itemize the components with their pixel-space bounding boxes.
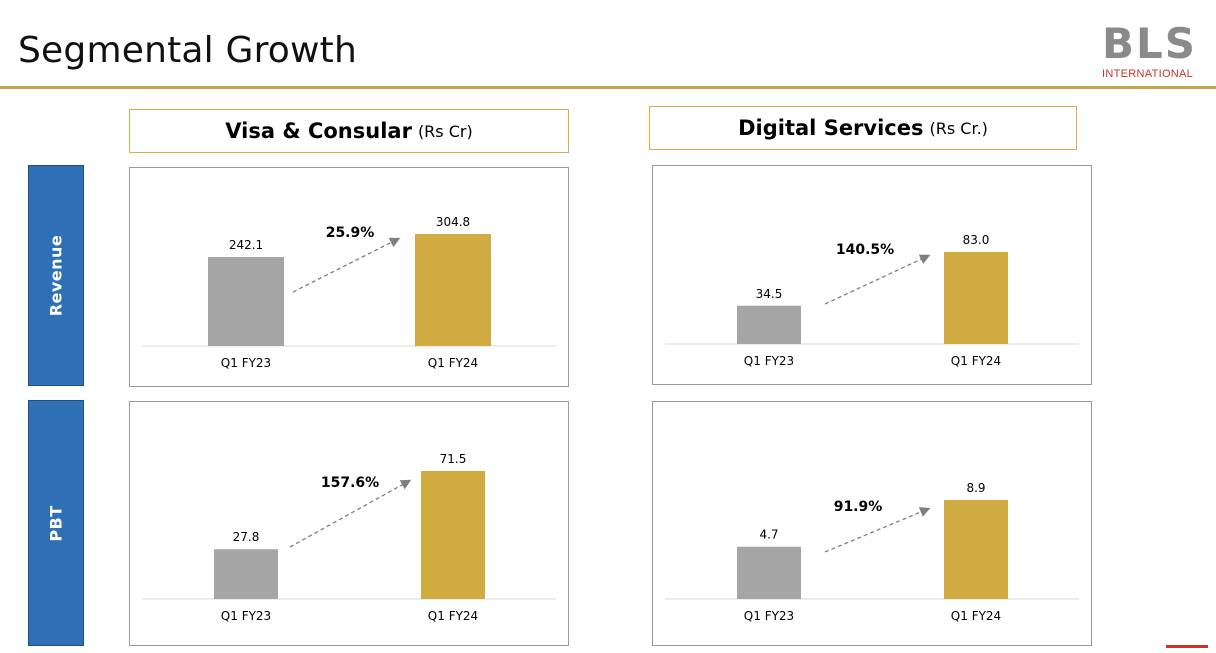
segment-unit: (Rs Cr.) bbox=[929, 118, 988, 138]
category-label: Q1 FY24 bbox=[428, 356, 478, 370]
category-label: Q1 FY23 bbox=[744, 609, 794, 623]
corner-accent bbox=[1166, 645, 1208, 648]
growth-percentage: 91.9% bbox=[834, 499, 883, 515]
bar-q1-fy24 bbox=[944, 252, 1008, 344]
segment-header-digital: Digital Services (Rs Cr.) bbox=[649, 106, 1077, 150]
bar-value-label: 71.5 bbox=[440, 452, 467, 466]
bar-q1-fy23 bbox=[737, 305, 801, 344]
row-label-text: PBT bbox=[46, 504, 66, 542]
bar-q1-fy24 bbox=[421, 471, 485, 599]
logo-subtitle: INTERNATIONAL bbox=[1102, 68, 1194, 80]
chart-digital-revenue: 34.5 Q1 FY23 83.0 Q1 FY24 140.5% bbox=[652, 165, 1092, 385]
growth-arrow bbox=[289, 479, 412, 548]
chart-visa-revenue: 242.1 Q1 FY23 304.8 Q1 FY24 25.9% bbox=[129, 167, 569, 387]
segment-name: Digital Services bbox=[738, 116, 924, 140]
chart-svg: 4.7 Q1 FY23 8.9 Q1 FY24 91.9% bbox=[665, 481, 1079, 623]
row-label-revenue: Revenue bbox=[28, 165, 84, 386]
bar-value-label: 83.0 bbox=[963, 233, 990, 247]
bar-value-label: 27.8 bbox=[233, 530, 260, 544]
segment-unit: (Rs Cr) bbox=[417, 121, 473, 141]
row-label-pbt: PBT bbox=[28, 400, 84, 646]
category-label: Q1 FY23 bbox=[744, 354, 794, 368]
segment-header-visa: Visa & Consular (Rs Cr) bbox=[129, 109, 569, 153]
bar-value-label: 4.7 bbox=[759, 528, 778, 542]
category-label: Q1 FY23 bbox=[221, 356, 271, 370]
chart-svg: 27.8 Q1 FY23 71.5 Q1 FY24 157.6% bbox=[142, 452, 556, 623]
growth-percentage: 140.5% bbox=[836, 242, 894, 258]
bar-q1-fy23 bbox=[737, 546, 801, 599]
growth-percentage: 157.6% bbox=[321, 475, 379, 491]
bar-q1-fy23 bbox=[208, 257, 284, 346]
bar-value-label: 8.9 bbox=[966, 481, 985, 495]
row-label-text: Revenue bbox=[46, 234, 66, 317]
bar-value-label: 34.5 bbox=[756, 287, 783, 301]
bls-logo: BLS INTERNATIONAL bbox=[1098, 22, 1208, 82]
category-label: Q1 FY24 bbox=[428, 609, 478, 623]
growth-percentage: 25.9% bbox=[326, 225, 375, 241]
chart-svg: 242.1 Q1 FY23 304.8 Q1 FY24 25.9% bbox=[142, 215, 556, 370]
bar-q1-fy23 bbox=[214, 549, 278, 599]
chart-svg: 34.5 Q1 FY23 83.0 Q1 FY24 140.5% bbox=[665, 233, 1079, 368]
bar-value-label: 304.8 bbox=[436, 215, 470, 229]
category-label: Q1 FY23 bbox=[221, 609, 271, 623]
growth-arrow bbox=[824, 254, 931, 305]
segment-name: Visa & Consular bbox=[225, 119, 412, 143]
logo-mark: BLS bbox=[1102, 19, 1198, 68]
bar-value-label: 242.1 bbox=[229, 238, 263, 252]
growth-arrow bbox=[824, 507, 931, 553]
bar-q1-fy24 bbox=[415, 234, 491, 346]
category-label: Q1 FY24 bbox=[951, 354, 1001, 368]
bar-q1-fy24 bbox=[944, 500, 1008, 599]
chart-visa-pbt: 27.8 Q1 FY23 71.5 Q1 FY24 157.6% bbox=[129, 401, 569, 646]
chart-digital-pbt: 4.7 Q1 FY23 8.9 Q1 FY24 91.9% bbox=[652, 401, 1092, 646]
title-divider bbox=[0, 86, 1216, 89]
page-title: Segmental Growth bbox=[18, 30, 358, 71]
category-label: Q1 FY24 bbox=[951, 609, 1001, 623]
growth-arrow bbox=[292, 237, 401, 293]
